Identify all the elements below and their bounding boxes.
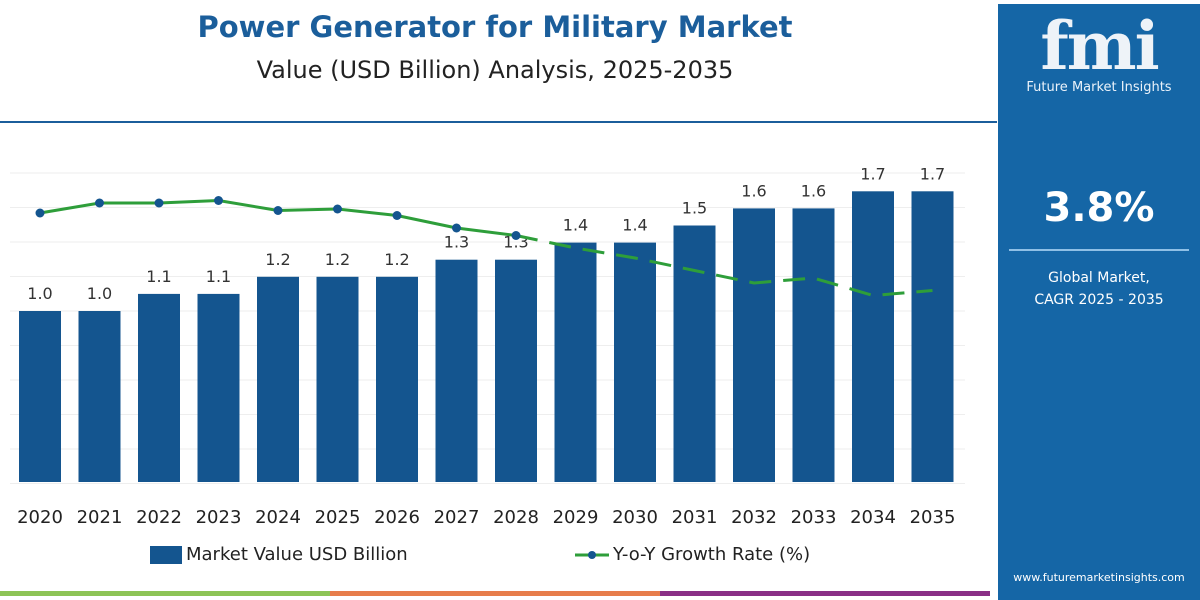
chart-area: 1.0 2020 1.0 2021 1.1 2022 1.1 2023 1.2 2024 1.2 20… [10,164,965,528]
growth-marker-2021 [95,198,104,208]
bar-2022 [138,293,180,482]
website-url: www.futuremarketinsights.com [1013,571,1185,584]
growth-marker-2025 [333,204,342,214]
bar-label-2031: 1.5 [682,199,707,218]
cagr-label-1: Global Market, [1048,270,1150,286]
growth-line-dashed [515,234,933,298]
footer-strip-orange [330,591,660,596]
x-tick-2030: 2030 [612,507,658,528]
growth-marker-2026 [392,211,402,220]
x-tick-2022: 2022 [136,507,182,528]
bar-label-2026: 1.2 [384,250,409,269]
x-tick-2035: 2035 [910,507,956,528]
x-tick-2031: 2031 [672,507,718,528]
chart-subtitle: Value (USD Billion) Analysis, 2025-2035 [256,56,734,84]
growth-marker-2023 [214,196,223,205]
legend-line-label: Y-o-Y Growth Rate (%) [613,544,811,565]
bar-label-2021: 1.0 [87,284,112,303]
cagr-value: 3.8% [1043,185,1155,231]
sidebar-panel: fmi Future Market Insights 3.8% Global M… [998,4,1200,600]
bar-label-2034: 1.7 [860,164,885,183]
bar-2023 [197,293,240,482]
growth-marker-2020 [35,208,45,218]
bar-label-2022: 1.1 [146,267,171,286]
bar-label-2029: 1.4 [563,216,588,235]
bar-2032 [733,208,775,482]
x-tick-2032: 2032 [731,507,777,528]
bar-2029 [554,242,597,482]
growth-line-solid [39,198,517,237]
bar-2028 [495,259,537,482]
x-tick-2020: 2020 [17,507,63,528]
bar-label-2035: 1.7 [920,164,945,183]
bar-2027 [435,259,478,482]
growth-marker-2022 [154,198,164,208]
bar-label-2025: 1.2 [325,250,350,269]
growth-marker-2024 [273,206,283,215]
legend-bar-label: Market Value USD Billion [186,544,408,565]
title-divider [0,121,997,123]
bar-label-2033: 1.6 [801,181,826,200]
legend-bar-swatch [150,545,182,564]
bar-2030 [614,242,656,482]
bar-2025 [316,276,359,482]
bar-2020 [19,311,61,482]
bar-2034 [852,191,894,483]
bar-2031 [673,225,716,482]
x-tick-2026: 2026 [374,507,420,528]
bar-2026 [376,276,418,482]
x-tick-2025: 2025 [315,507,361,528]
bar-2033 [792,208,835,482]
x-tick-2024: 2024 [255,507,301,528]
cagr-divider [1009,249,1189,251]
footer-strip-purple [660,591,990,596]
legend-item-line: Y-o-Y Growth Rate (%) [575,544,810,565]
bar-label-2023: 1.1 [206,267,231,286]
x-tick-2023: 2023 [196,507,242,528]
x-tick-2021: 2021 [77,507,123,528]
growth-marker-2028 [511,231,521,240]
logo-subtext: Future Market Insights [1026,80,1172,95]
legend-line-swatch [575,550,609,559]
bar-2024 [257,276,299,482]
bar-label-2020: 1.0 [27,284,52,303]
bar-2021 [78,311,121,482]
chart-title: Power Generator for Military Market [197,10,793,44]
x-tick-2034: 2034 [850,507,896,528]
legend-item-bar: Market Value USD Billion [150,544,408,565]
cagr-label-2: CAGR 2025 - 2035 [1034,292,1164,308]
footer-strip-green [0,591,330,596]
x-tick-2027: 2027 [434,507,480,528]
x-tick-2028: 2028 [493,507,539,528]
bar-label-2030: 1.4 [622,216,647,235]
x-tick-2033: 2033 [791,507,837,528]
bar-2035 [911,191,954,483]
growth-marker-2027 [452,223,461,233]
bar-label-2027: 1.3 [444,233,469,252]
bar-label-2024: 1.2 [265,250,290,269]
fmi-logo: fmi [1040,7,1159,85]
bar-label-2032: 1.6 [741,181,766,200]
x-tick-2029: 2029 [553,507,599,528]
